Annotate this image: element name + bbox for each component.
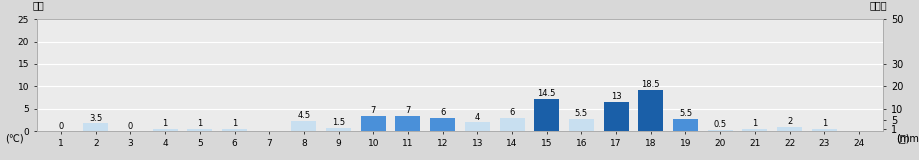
Text: 0: 0 (59, 122, 63, 131)
Bar (84, 123, 108, 131)
Text: 5.5: 5.5 (574, 109, 587, 118)
Bar (707, 130, 732, 131)
Text: 6: 6 (509, 108, 514, 117)
Bar (499, 118, 524, 131)
Bar (811, 129, 835, 131)
Bar (638, 90, 663, 131)
Text: 6: 6 (439, 108, 445, 117)
Text: 5.5: 5.5 (678, 109, 691, 118)
Text: 3.5: 3.5 (89, 114, 102, 123)
Text: (mm): (mm) (895, 133, 919, 143)
Text: (時): (時) (895, 133, 908, 143)
Bar (777, 127, 801, 131)
Text: 4.5: 4.5 (297, 112, 310, 120)
Text: 2: 2 (786, 117, 791, 126)
Text: 1: 1 (232, 119, 237, 128)
Text: 1: 1 (163, 119, 167, 128)
Text: 降水量: 降水量 (868, 0, 887, 10)
Text: 7: 7 (370, 106, 376, 115)
Text: 1: 1 (821, 119, 826, 128)
Bar (325, 128, 351, 131)
Text: 1.5: 1.5 (332, 118, 345, 127)
Text: 14.5: 14.5 (537, 89, 555, 98)
Bar (187, 129, 212, 131)
Bar (395, 116, 420, 131)
Bar (360, 116, 385, 131)
Bar (291, 121, 316, 131)
Bar (464, 122, 489, 131)
Text: 1: 1 (752, 119, 756, 128)
Bar (430, 118, 455, 131)
Bar (742, 129, 766, 131)
Text: (℃): (℃) (6, 133, 24, 143)
Bar (221, 129, 246, 131)
Text: 7: 7 (405, 106, 410, 115)
Text: 0: 0 (128, 122, 133, 131)
Bar (568, 119, 594, 131)
Text: 18.5: 18.5 (641, 80, 659, 89)
Bar (673, 119, 698, 131)
Bar (153, 129, 177, 131)
Bar (603, 102, 628, 131)
Text: 4: 4 (474, 113, 480, 122)
Text: 13: 13 (610, 92, 620, 101)
Bar (534, 99, 559, 131)
Text: 気温: 気温 (32, 0, 44, 10)
Text: 0.5: 0.5 (713, 120, 726, 129)
Text: 1: 1 (197, 119, 202, 128)
